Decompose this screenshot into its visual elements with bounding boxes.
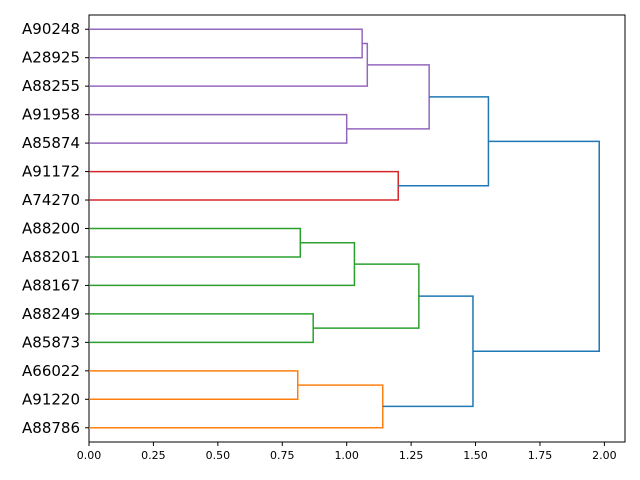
x-tick-label: 1.50 xyxy=(463,449,488,462)
leaf-label: A91172 xyxy=(22,163,80,181)
x-tick-label: 0.75 xyxy=(270,449,295,462)
leaf-label: A91220 xyxy=(22,390,80,408)
dendrogram-link-14 xyxy=(472,140,600,353)
dendrogram-link-11 xyxy=(89,370,299,401)
x-tick-label: 0.50 xyxy=(206,449,231,462)
leaf-label: A66022 xyxy=(22,362,80,380)
dendrogram-links xyxy=(89,28,600,429)
dendrogram-link-8 xyxy=(89,241,356,287)
dendrogram-link-2 xyxy=(89,42,369,87)
x-tick-label: 1.00 xyxy=(334,449,359,462)
leaf-labels: A90248 A28925 A88255 A91958 A85874 A91172 A742… xyxy=(22,20,89,437)
x-axis-ticks: 0.00 0.25 0.50 0.75 1.00 1.25 1.50 1.75 2.00 xyxy=(77,442,617,462)
dendrogram-link-6 xyxy=(398,96,490,187)
leaf-label: A91958 xyxy=(22,106,80,124)
dendrogram-link-5 xyxy=(89,170,399,201)
x-tick-label: 2.00 xyxy=(592,449,617,462)
dendrogram-link-7 xyxy=(89,227,302,258)
leaf-label: A88201 xyxy=(22,248,80,266)
leaf-label: A90248 xyxy=(22,20,80,38)
leaf-label: A88167 xyxy=(22,276,80,294)
dendrogram-link-9 xyxy=(89,313,314,344)
leaf-label: A88249 xyxy=(22,305,80,323)
dendrogram-link-1 xyxy=(89,28,363,59)
leaf-label: A28925 xyxy=(22,49,80,67)
leaf-label: A74270 xyxy=(22,191,80,209)
leaf-label: A88786 xyxy=(22,419,80,437)
leaf-label: A88200 xyxy=(22,220,80,238)
leaf-label: A85874 xyxy=(22,134,80,152)
dendrogram-link-13 xyxy=(382,295,474,408)
dendrogram-link-3 xyxy=(89,113,348,144)
dendrogram-link-4 xyxy=(346,64,430,130)
leaf-label: A88255 xyxy=(22,77,80,95)
x-tick-label: 0.00 xyxy=(77,449,102,462)
dendrogram-link-12 xyxy=(89,384,384,429)
leaf-label: A85873 xyxy=(22,333,80,351)
x-tick-label: 1.75 xyxy=(528,449,553,462)
x-tick-label: 1.25 xyxy=(399,449,424,462)
dendrogram-link-10 xyxy=(313,263,420,329)
x-tick-label: 0.25 xyxy=(141,449,166,462)
